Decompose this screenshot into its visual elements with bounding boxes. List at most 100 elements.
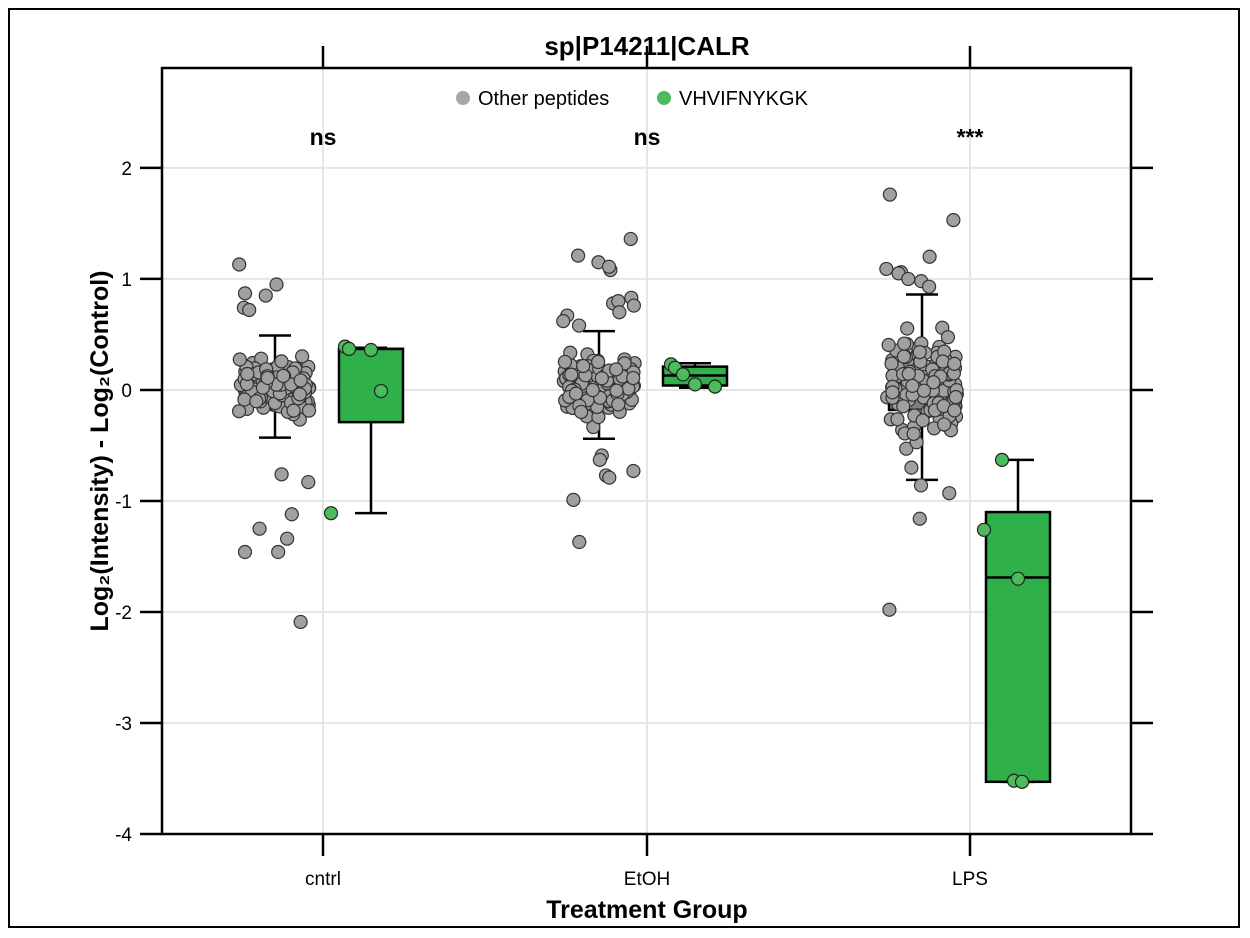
vhvifnykgk-point	[1010, 571, 1026, 586]
other-peptide-point	[568, 386, 584, 401]
other-peptide-point	[623, 231, 638, 247]
y-axis-title: Log₂(Intensity) - Log₂(Control)	[86, 270, 114, 631]
other-peptide-point	[571, 248, 586, 263]
other-peptide-point	[602, 470, 617, 485]
other-peptide-point	[947, 403, 962, 418]
other-peptide-point	[948, 390, 963, 405]
other-peptide-point	[897, 336, 912, 351]
other-peptide-point	[922, 249, 937, 264]
other-peptide-point	[609, 362, 624, 377]
other-peptide-point	[901, 271, 916, 287]
y-tick-label: -1	[115, 492, 132, 513]
other-peptide-point	[295, 349, 310, 364]
box-iqr	[984, 510, 1052, 784]
other-peptide-point	[904, 460, 919, 475]
other-peptide-point	[926, 375, 941, 390]
other-peptide-point	[881, 337, 896, 353]
other-peptide-point	[280, 531, 295, 546]
other-peptide-point	[896, 349, 912, 364]
other-peptide-point	[935, 354, 950, 369]
other-peptide-point	[912, 511, 927, 526]
y-tick-label: -2	[115, 603, 132, 624]
other-peptide-point	[879, 261, 894, 277]
other-peptide-point	[900, 321, 915, 336]
vhvifnykgk-point	[687, 377, 703, 392]
other-peptide-point	[947, 356, 962, 371]
vhvifnykgk-point	[994, 452, 1010, 467]
other-peptide-point	[237, 392, 252, 407]
vhvifnykgk-point	[323, 506, 339, 521]
other-peptide-point	[940, 330, 956, 345]
x-tick-label: LPS	[952, 869, 988, 890]
y-tick-label: 0	[121, 381, 132, 402]
axes	[140, 46, 1153, 856]
other-peptide-point	[946, 212, 961, 228]
other-peptide-point	[292, 387, 307, 402]
other-peptide-point	[594, 371, 609, 386]
other-peptide-point	[556, 314, 571, 329]
other-peptide-point	[276, 368, 291, 384]
other-peptide-point	[885, 385, 900, 400]
other-peptide-point	[274, 467, 289, 482]
significance-label: ns	[634, 124, 661, 150]
box-iqr	[337, 347, 405, 424]
other-peptide-point	[896, 399, 911, 414]
other-peptide-point	[912, 345, 927, 360]
other-peptide-point	[915, 413, 930, 428]
other-peptide-point	[913, 478, 929, 493]
vhvifnykgk-point	[363, 342, 379, 358]
other-peptide-point	[566, 492, 581, 507]
y-tick-label: 2	[121, 159, 132, 180]
other-peptide-point	[626, 463, 641, 479]
other-peptide-point	[942, 486, 957, 501]
other-peptide-point	[890, 412, 905, 427]
other-peptide-point	[237, 544, 253, 560]
legend-label-0: Other peptides	[478, 88, 609, 110]
text-layer: sp|P14211|CALR Treatment Group Log₂(Inte…	[86, 31, 988, 924]
other-peptide-point	[592, 452, 607, 467]
other-peptide-point	[557, 354, 572, 370]
vhvifnykgk-point	[707, 379, 723, 394]
other-peptide-point	[882, 187, 897, 202]
other-peptide-point	[260, 370, 275, 386]
box-vhvifnykgk-cntrl	[337, 346, 405, 515]
y-tick-label: -4	[115, 825, 132, 846]
other-peptide-point	[601, 259, 617, 274]
vhvifnykgk-point	[976, 522, 992, 537]
box-vhvifnykgk-LPS	[984, 458, 1052, 784]
other-peptide-point	[274, 354, 289, 369]
other-peptide-point	[884, 356, 899, 371]
y-tick-label: -3	[115, 714, 132, 735]
legend-marker-1	[657, 91, 671, 105]
other-peptide-point	[574, 404, 589, 420]
significance-label: ***	[957, 124, 984, 150]
vhvifnykgk-point	[1014, 774, 1030, 789]
data-marks	[231, 187, 1052, 789]
other-peptide-point	[249, 394, 264, 409]
other-peptide-point	[271, 544, 286, 560]
other-peptide-point	[906, 426, 921, 441]
other-peptide-point	[571, 318, 587, 333]
other-peptide-point	[240, 366, 255, 382]
vhvifnykgk-point	[373, 383, 389, 399]
other-peptide-point	[301, 474, 316, 490]
y-tick-label: 1	[121, 270, 132, 291]
x-axis-title: Treatment Group	[546, 896, 747, 924]
vhvifnykgk-point	[341, 341, 357, 356]
other-peptide-point	[611, 397, 626, 412]
other-peptide-point	[237, 286, 253, 301]
other-peptide-point	[901, 366, 916, 381]
other-peptide-point	[626, 370, 641, 386]
other-peptide-point	[242, 302, 257, 318]
other-peptide-point	[258, 288, 273, 303]
legend: Other peptides VHVIFNYKGK	[456, 88, 809, 110]
other-peptide-point	[609, 383, 624, 398]
other-peptide-point	[231, 404, 247, 419]
legend-label-1: VHVIFNYKGK	[679, 88, 809, 110]
other-peptide-point	[284, 507, 299, 522]
other-peptide-point	[301, 403, 317, 418]
chart-title: sp|P14211|CALR	[544, 31, 750, 61]
other-peptide-point	[564, 367, 579, 382]
other-peptide-point	[232, 352, 247, 367]
